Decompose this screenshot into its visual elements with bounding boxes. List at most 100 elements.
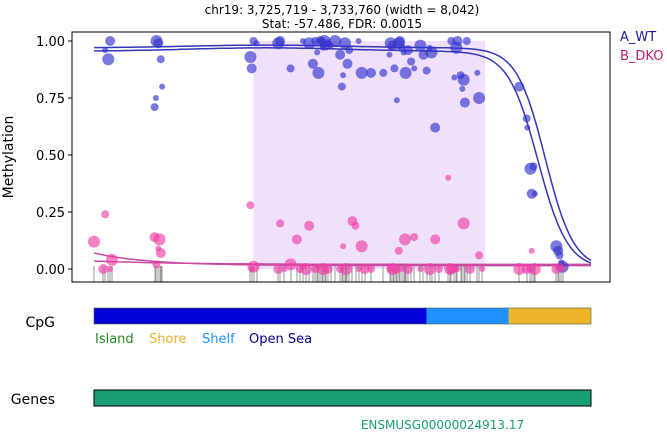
point-a-wt (399, 66, 412, 79)
point-a-wt (105, 36, 116, 46)
point-b-dko (513, 263, 526, 275)
point-b-dko (322, 264, 333, 274)
point-b-dko (423, 263, 436, 275)
y-tick-label: 1.00 (36, 35, 65, 50)
point-a-wt (345, 46, 354, 55)
gene-bar (93, 389, 592, 407)
point-a-wt (159, 83, 166, 90)
point-a-wt (102, 53, 115, 66)
point-b-dko (559, 266, 566, 272)
point-b-dko (399, 233, 411, 246)
cpg-legend-shore: Shore (149, 332, 187, 347)
point-b-dko (304, 220, 315, 231)
point-a-wt (329, 35, 342, 47)
point-a-wt (156, 55, 165, 64)
point-b-dko (246, 201, 255, 210)
point-b-dko (355, 240, 368, 253)
cpg-track-border (93, 307, 592, 325)
point-b-dko (153, 233, 166, 246)
point-a-wt (411, 65, 418, 72)
point-b-dko (88, 235, 100, 248)
point-b-dko (247, 260, 260, 273)
legend-entry-a-wt: A_WT (620, 30, 656, 45)
point-b-dko (300, 263, 313, 275)
point-b-dko (445, 174, 452, 181)
point-a-wt (102, 47, 109, 54)
point-a-wt (307, 58, 318, 69)
point-b-dko (106, 253, 118, 266)
point-b-dko (410, 233, 419, 242)
point-a-wt (337, 82, 346, 91)
point-b-dko (273, 264, 284, 274)
point-a-wt (459, 85, 466, 92)
point-b-dko (101, 210, 110, 219)
point-b-dko (394, 246, 403, 255)
highlight-region (253, 41, 486, 269)
point-a-wt (314, 49, 321, 56)
y-tick-label: 0.50 (36, 149, 65, 164)
point-a-wt (425, 46, 438, 59)
point-b-dko (454, 266, 461, 272)
cpg-legend-open-sea: Open Sea (249, 332, 312, 347)
point-a-wt (244, 51, 257, 63)
point-b-dko (291, 234, 302, 245)
point-a-wt (430, 122, 441, 133)
point-a-wt (355, 38, 362, 44)
point-b-dko (479, 266, 486, 272)
point-a-wt (462, 37, 471, 45)
point-a-wt (414, 39, 427, 52)
point-b-dko (98, 264, 109, 274)
point-b-dko (284, 258, 297, 271)
point-b-dko (528, 263, 541, 275)
point-a-wt (152, 95, 159, 101)
point-a-wt (366, 67, 376, 78)
cpg-segment-shelf (426, 308, 509, 324)
point-a-wt (457, 73, 470, 86)
chart-title-line2: Stat: -57.486, FDR: 0.0015 (262, 17, 422, 31)
point-a-wt (390, 64, 399, 73)
point-b-dko (435, 265, 443, 273)
point-a-wt (529, 162, 538, 171)
point-b-dko (475, 251, 484, 260)
y-tick-label: 0.75 (36, 92, 65, 107)
point-a-wt (474, 69, 481, 76)
point-a-wt (422, 66, 431, 75)
smooth-line-0 (94, 47, 592, 264)
genes-track-label: Genes (11, 392, 55, 408)
cpg-legend-island: Island (95, 332, 134, 347)
point-a-wt (395, 36, 405, 46)
point-b-dko (417, 266, 424, 272)
point-a-wt (340, 72, 347, 79)
gene-name-label: ENSMUSG00000024913.17 (361, 418, 524, 432)
point-b-dko (457, 217, 470, 230)
point-a-wt (312, 66, 325, 79)
point-a-wt (150, 103, 159, 112)
point-a-wt (379, 68, 388, 77)
y-axis: 0.00 0.25 0.50 0.75 1.00 (36, 35, 72, 278)
point-b-dko (464, 264, 475, 274)
cpg-track (93, 307, 592, 325)
y-tick-label: 0.00 (36, 263, 65, 278)
legend: A_WT B_DKO (620, 30, 663, 64)
point-b-dko (359, 264, 370, 274)
y-tick-label: 0.25 (36, 206, 65, 221)
point-b-dko (107, 266, 114, 272)
plot-border (71, 31, 611, 283)
point-a-wt (339, 37, 351, 50)
point-b-dko (276, 219, 285, 228)
point-a-wt (403, 45, 413, 56)
point-a-wt (473, 92, 486, 104)
y-axis-label: Methylation (1, 116, 17, 199)
point-a-wt (555, 251, 564, 260)
point-a-wt (342, 58, 353, 69)
point-a-wt (253, 40, 260, 47)
point-a-wt (407, 57, 416, 66)
point-b-dko (390, 264, 401, 274)
cpg-segment-shore (508, 308, 591, 324)
chart-title-line1: chr19: 3,725,719 - 3,733,760 (width = 8,… (205, 3, 480, 17)
point-a-wt (514, 81, 525, 92)
point-a-wt (524, 124, 531, 131)
point-b-dko (367, 265, 375, 273)
point-b-dko (340, 243, 347, 250)
cpg-segment-island (94, 308, 427, 324)
